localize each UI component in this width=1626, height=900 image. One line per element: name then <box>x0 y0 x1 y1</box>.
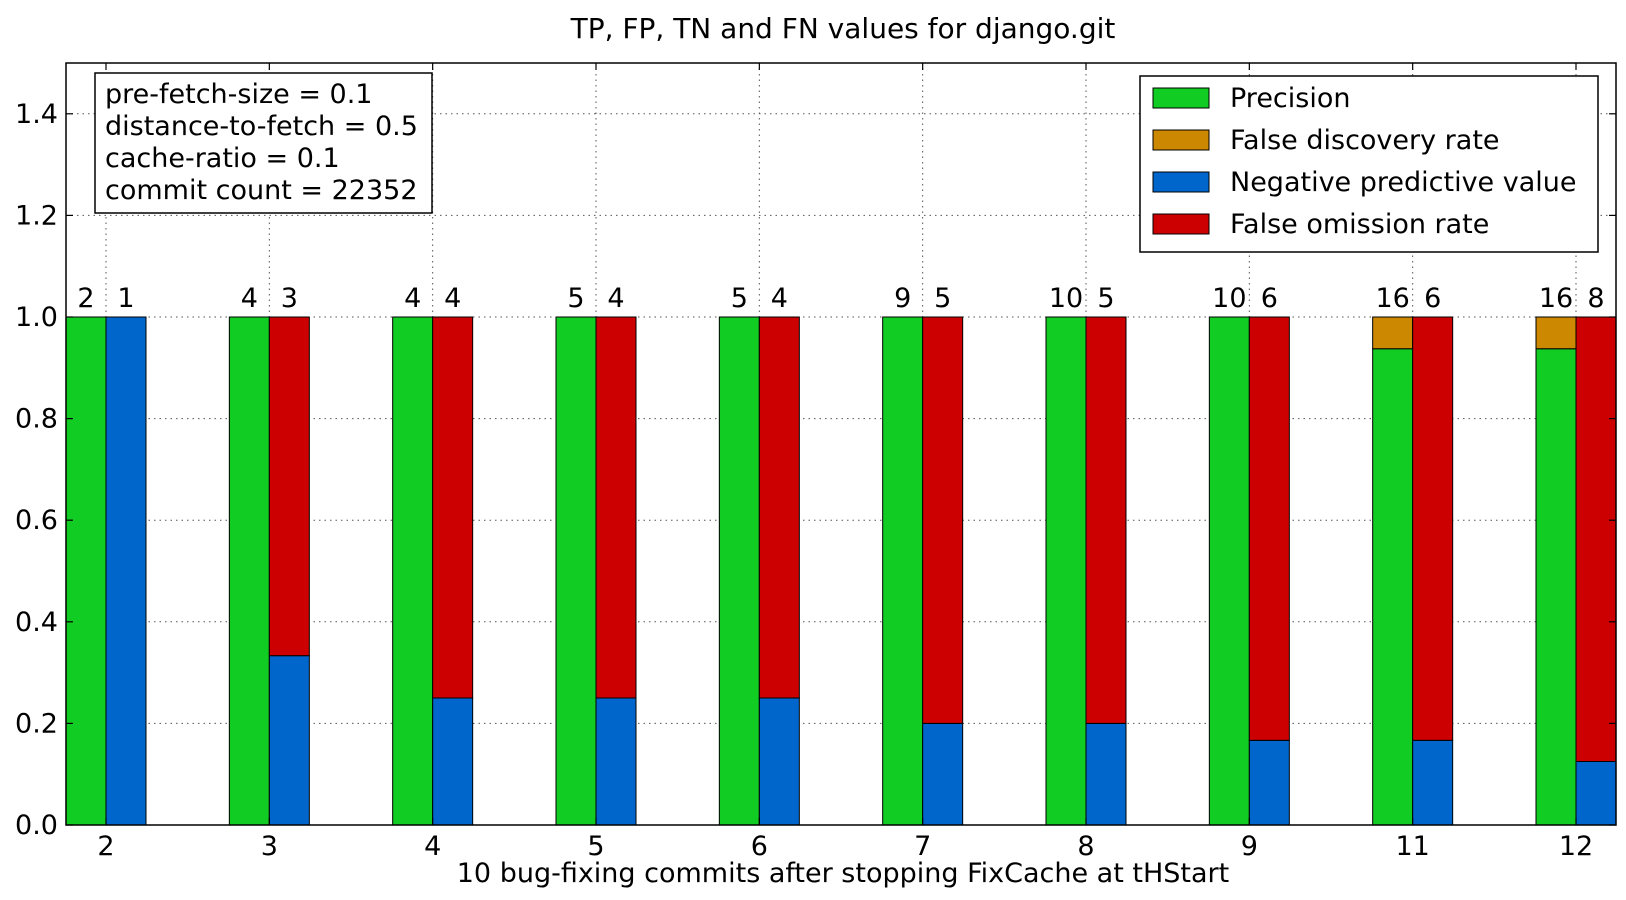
legend-label: Precision <box>1230 83 1350 114</box>
x-tick-label: 12 <box>1559 831 1593 862</box>
y-tick-label: 0.8 <box>15 404 58 435</box>
x-tick-label: 9 <box>1241 831 1258 862</box>
bars <box>65 316 1617 826</box>
bar-count-label: 5 <box>1097 283 1114 314</box>
bar-count-label: 10 <box>1049 283 1083 314</box>
bar-count-label: 9 <box>894 283 911 314</box>
legend-swatch <box>1152 129 1210 151</box>
legend-label: False omission rate <box>1230 209 1489 240</box>
bar-count-label: 4 <box>404 283 421 314</box>
y-tick-label: 0.0 <box>15 810 58 841</box>
info-box-line: pre-fetch-size = 0.1 <box>105 79 372 110</box>
bar-negative-predictive-value <box>1575 761 1617 826</box>
legend-swatch <box>1152 213 1210 235</box>
bar-negative-predictive-value <box>268 655 310 826</box>
y-tick-label: 1.4 <box>15 99 58 130</box>
bar-count-label: 5 <box>567 283 584 314</box>
bar-negative-predictive-value <box>1085 722 1127 826</box>
x-tick-label: 3 <box>261 831 278 862</box>
x-tick-label: 6 <box>751 831 768 862</box>
axis-ticks: 0.00.20.40.60.81.01.21.42 3 4 5 6 7 8 9 11 12 <box>15 63 1616 862</box>
x-tick-label: 5 <box>587 831 604 862</box>
bar-precision <box>882 316 924 826</box>
bar-precision <box>228 316 270 826</box>
bar-count-label: 4 <box>444 283 461 314</box>
bar-precision <box>65 316 107 826</box>
bar-false-omission-rate <box>922 316 964 724</box>
bar-count-label: 5 <box>934 283 951 314</box>
bar-false-discovery-rate <box>1535 316 1577 350</box>
bar-count-label: 16 <box>1539 283 1573 314</box>
y-tick-label: 0.2 <box>15 708 58 739</box>
info-box-line: commit count = 22352 <box>105 175 418 206</box>
y-tick-label: 0.4 <box>15 607 58 638</box>
chart-title: TP, FP, TN and FN values for django.git <box>570 12 1116 45</box>
bar-precision <box>1045 316 1087 826</box>
bar-negative-predictive-value <box>1248 739 1290 826</box>
bar-false-omission-rate <box>268 316 310 657</box>
bar-negative-predictive-value <box>1412 739 1454 826</box>
x-axis-label: 10 bug-fixing commits after stopping Fix… <box>457 858 1230 889</box>
bar-count-label: 6 <box>1261 283 1278 314</box>
bar-false-omission-rate <box>1412 316 1454 741</box>
bar-count-label: 4 <box>771 283 788 314</box>
bar-count-label: 8 <box>1587 283 1604 314</box>
bar-count-label: 16 <box>1375 283 1409 314</box>
bar-false-omission-rate <box>1575 316 1617 762</box>
bar-false-omission-rate <box>1248 316 1290 741</box>
bar-count-label: 6 <box>1424 283 1441 314</box>
bar-precision <box>1535 348 1577 826</box>
x-tick-label: 8 <box>1077 831 1094 862</box>
plot-frame <box>65 62 1617 826</box>
x-tick-label: 4 <box>424 831 441 862</box>
bar-precision <box>718 316 760 826</box>
y-tick-label: 1.2 <box>15 200 58 231</box>
y-tick-label: 0.6 <box>15 505 58 536</box>
bar-false-omission-rate <box>1085 316 1127 724</box>
bar-negative-predictive-value <box>432 697 474 826</box>
bar-labels: 2 1 4 3 4 4 5 4 5 4 9 5 10 5 10 6 16 6 16 8 <box>77 283 1604 314</box>
info-box-line: cache-ratio = 0.1 <box>105 143 340 174</box>
bar-count-label: 2 <box>77 283 94 314</box>
info-box-line: distance-to-fetch = 0.5 <box>105 111 418 142</box>
bar-false-omission-rate <box>595 316 637 699</box>
bar-precision <box>555 316 597 826</box>
legend-frame <box>1139 75 1599 253</box>
bar-false-omission-rate <box>432 316 474 699</box>
bar-count-label: 4 <box>241 283 258 314</box>
bar-precision <box>392 316 434 826</box>
bar-negative-predictive-value <box>758 697 800 826</box>
info-box-frame <box>94 72 433 214</box>
legend: Precision False discovery rate Negative pr… <box>1139 75 1599 253</box>
bar-count-label: 10 <box>1212 283 1246 314</box>
legend-swatch <box>1152 87 1210 109</box>
bar-count-label: 5 <box>731 283 748 314</box>
bar-count-label: 3 <box>281 283 298 314</box>
bar-false-discovery-rate <box>1372 316 1414 350</box>
bar-count-label: 1 <box>117 283 134 314</box>
y-tick-label: 1.0 <box>15 302 58 333</box>
bar-precision <box>1372 348 1414 826</box>
legend-label: Negative predictive value <box>1230 167 1577 198</box>
x-tick-label: 11 <box>1395 831 1429 862</box>
bar-negative-predictive-value <box>595 697 637 826</box>
bar-precision <box>1208 316 1250 826</box>
bar-count-label: 4 <box>607 283 624 314</box>
legend-label: False discovery rate <box>1230 125 1500 156</box>
bar-false-omission-rate <box>758 316 800 699</box>
bar-negative-predictive-value <box>105 316 147 826</box>
bar-negative-predictive-value <box>922 722 964 826</box>
legend-swatch <box>1152 171 1210 193</box>
x-tick-label: 2 <box>97 831 114 862</box>
x-tick-label: 7 <box>914 831 931 862</box>
